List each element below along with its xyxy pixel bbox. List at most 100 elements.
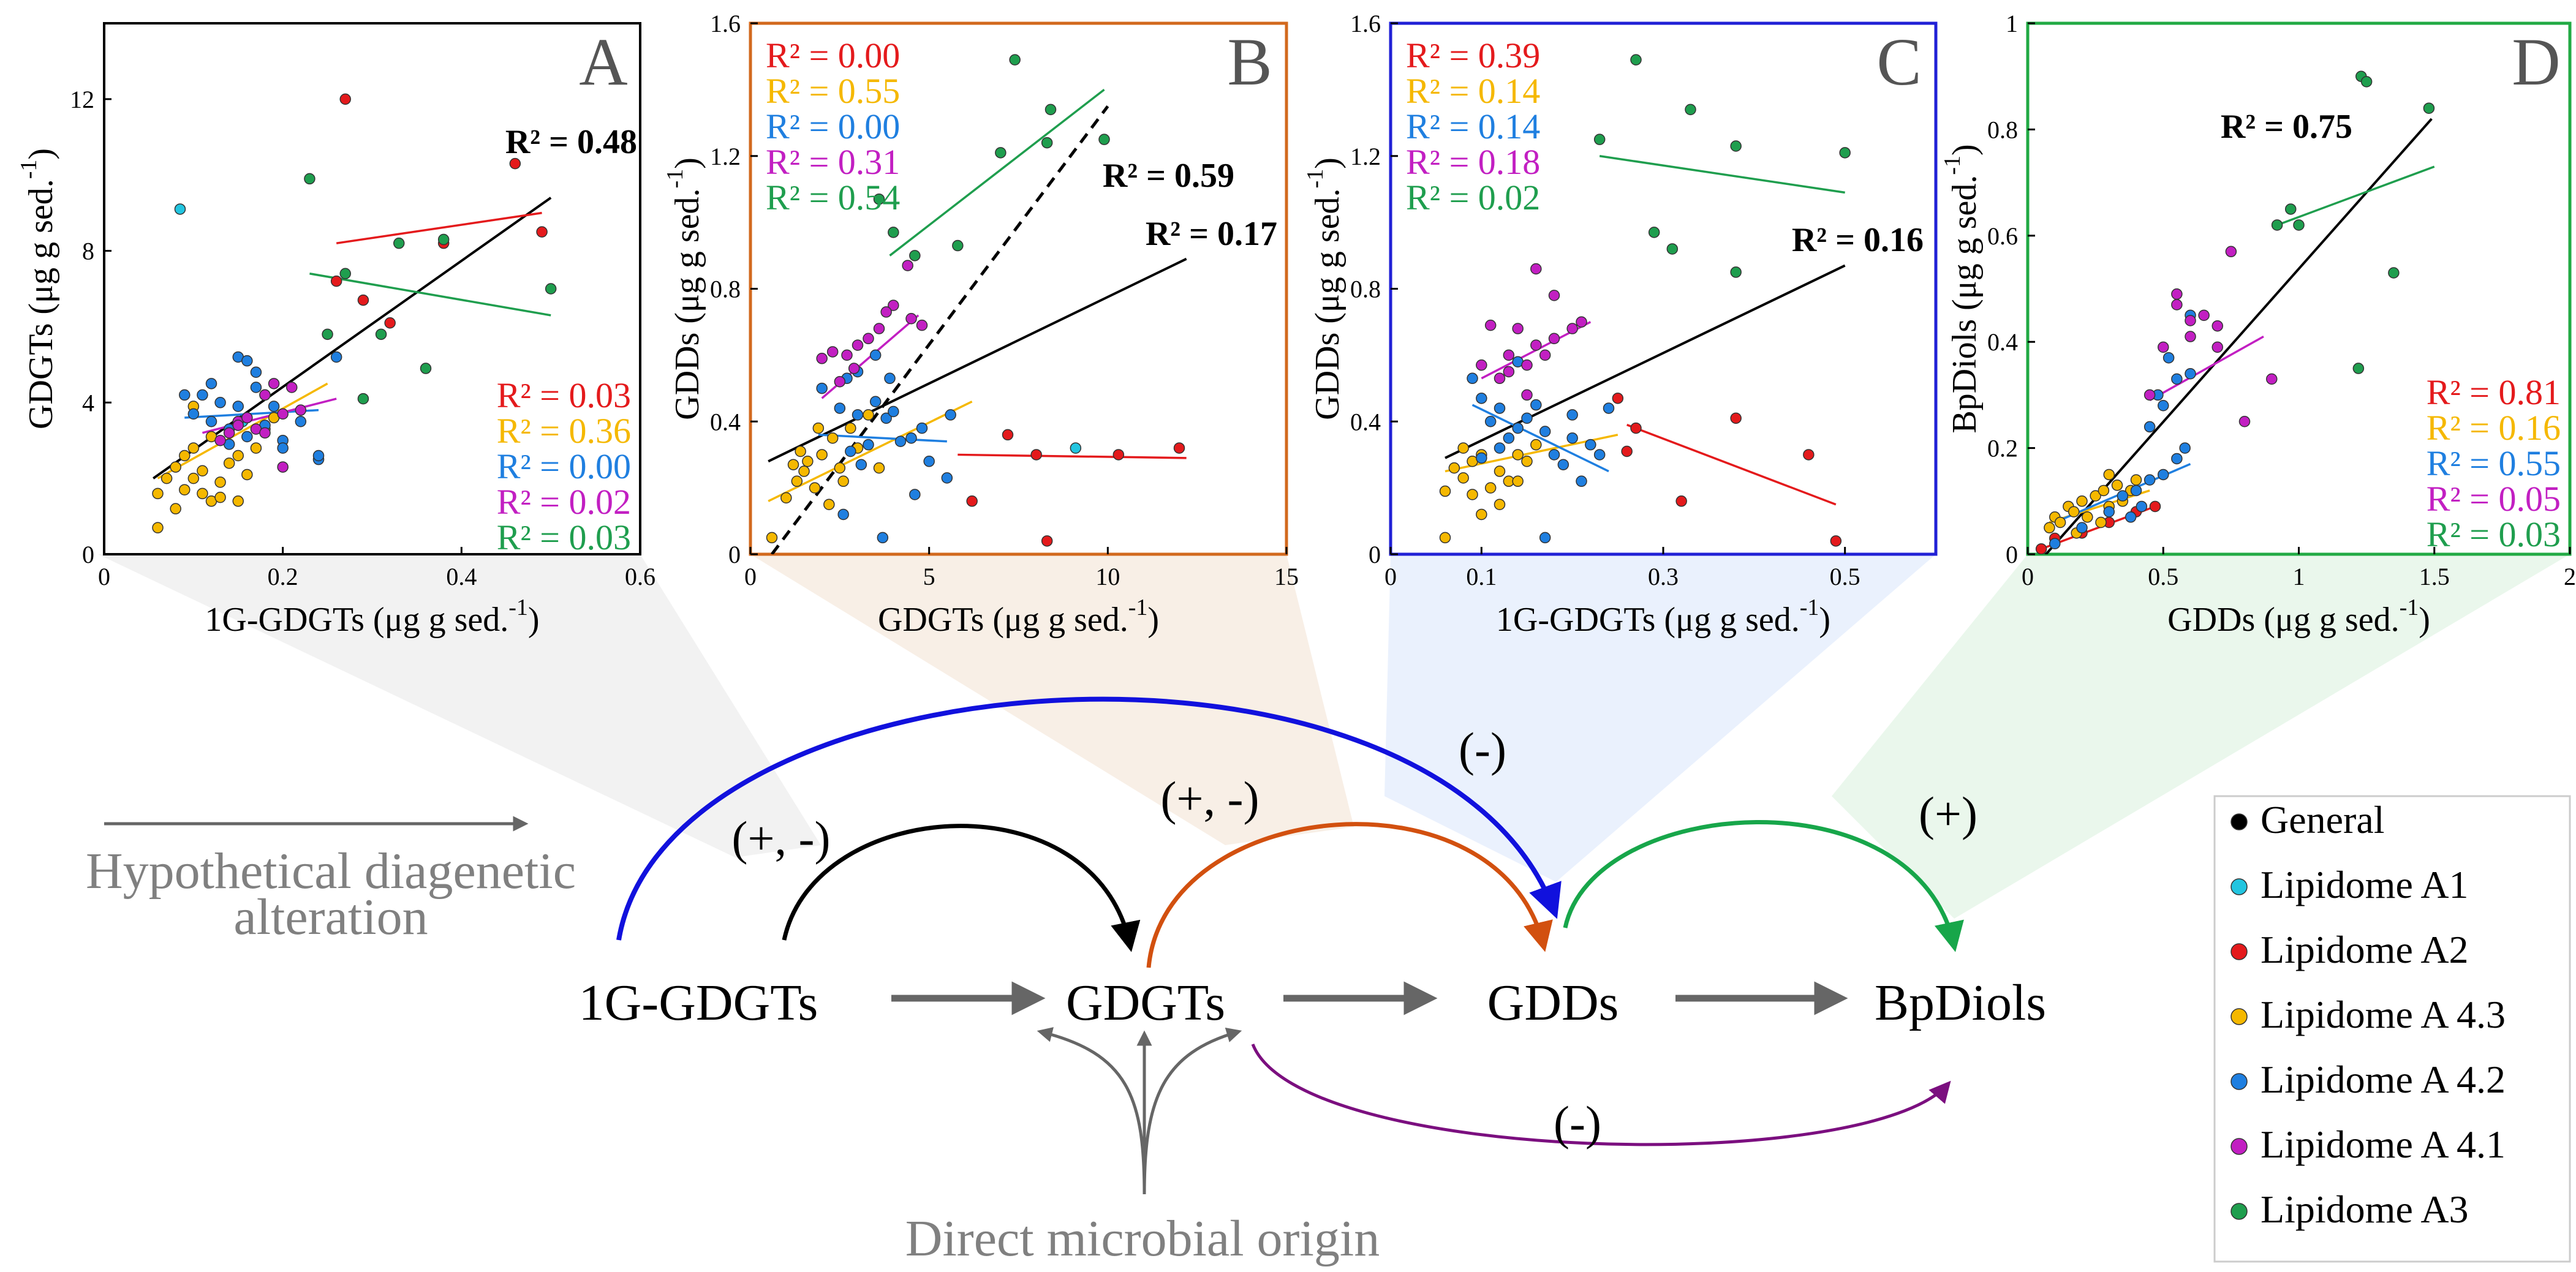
x-tick-label: 0.6 bbox=[625, 563, 655, 590]
data-point-A42 bbox=[863, 440, 874, 450]
data-point-A3 bbox=[1731, 267, 1741, 277]
x-axis-label: GDDs (μg g sed.-1) bbox=[2167, 595, 2430, 639]
data-point-A41 bbox=[1567, 323, 1577, 334]
x-axis-label-main: GDGTs (μg g sed. bbox=[878, 601, 1128, 639]
data-point-A3 bbox=[1099, 134, 1109, 145]
data-point-A43 bbox=[179, 484, 190, 495]
y-tick-label: 0.4 bbox=[710, 408, 741, 435]
data-point-A2 bbox=[1003, 429, 1013, 440]
data-point-A3 bbox=[376, 329, 387, 339]
data-point-A41 bbox=[242, 413, 252, 423]
data-point-A41 bbox=[1531, 263, 1541, 274]
data-point-A43 bbox=[2077, 496, 2087, 506]
y-axis-label: BpDiols (μg g sed.-1) bbox=[1940, 144, 1984, 433]
r2-A43: R² = 0.14 bbox=[1406, 71, 1540, 111]
arrow-microbial-right bbox=[1144, 1032, 1237, 1194]
y-axis-label-sup: -1 bbox=[16, 160, 42, 179]
data-point-A42 bbox=[2158, 401, 2169, 411]
data-point-A43 bbox=[224, 458, 235, 469]
data-point-A41 bbox=[1531, 340, 1541, 350]
data-point-A42 bbox=[2131, 485, 2142, 495]
data-point-A42 bbox=[834, 403, 845, 413]
data-point-A2 bbox=[1731, 413, 1741, 423]
y-tick-label: 1.6 bbox=[710, 10, 741, 37]
y-tick-label: 0.6 bbox=[1987, 222, 2018, 250]
data-point-A43 bbox=[799, 466, 809, 476]
r2-A41: R² = 0.02 bbox=[497, 482, 631, 522]
data-point-A41 bbox=[269, 378, 279, 389]
y-axis-label-close: ) bbox=[668, 157, 706, 169]
sign-orange: (+, -) bbox=[1161, 772, 1260, 825]
data-point-A42 bbox=[1486, 416, 1496, 427]
x-tick-label: 1 bbox=[2293, 563, 2305, 590]
data-point-A41 bbox=[1503, 350, 1514, 360]
data-point-A43 bbox=[2131, 475, 2142, 485]
data-point-A3 bbox=[1010, 55, 1020, 65]
data-point-A2 bbox=[1830, 536, 1841, 546]
data-point-A43 bbox=[2104, 469, 2114, 480]
data-point-A3 bbox=[2286, 204, 2296, 214]
x-tick-label: 0 bbox=[1384, 563, 1397, 590]
y-tick-label: 1.6 bbox=[1350, 10, 1381, 37]
r2-A2: R² = 0.03 bbox=[497, 375, 631, 415]
r2-A42: R² = 0.55 bbox=[2427, 443, 2561, 483]
r2-A41: R² = 0.31 bbox=[766, 142, 900, 182]
figure-root: 0 0.2 0.4 0.6 0 4 8 12 1G-GDGTs (μg g sed.-1) GDG… bbox=[0, 0, 2576, 1269]
data-point-A43 bbox=[1458, 443, 1468, 453]
data-point-A3 bbox=[1667, 244, 1677, 254]
data-point-A43 bbox=[788, 459, 799, 470]
data-point-A43 bbox=[1495, 466, 1505, 476]
data-point-A41 bbox=[917, 320, 927, 331]
data-point-A3 bbox=[1042, 138, 1052, 148]
data-point-A43 bbox=[170, 462, 181, 472]
data-point-A2 bbox=[340, 94, 350, 104]
x-tick-label: 0 bbox=[744, 563, 757, 590]
r2-A41: R² = 0.18 bbox=[1406, 142, 1540, 182]
y-tick-label: 0 bbox=[728, 541, 741, 568]
data-point-A41 bbox=[1522, 390, 1532, 400]
r2-A42: R² = 0.00 bbox=[497, 446, 631, 486]
chart-panel-c: 0 0.1 0.3 0.5 0 0.4 0.8 1.2 1.6 1G-GDGTs (μg g se… bbox=[1302, 10, 1936, 639]
data-point-A41 bbox=[853, 340, 863, 350]
legend-label-general: General bbox=[2261, 798, 2385, 841]
x-tick-label: 5 bbox=[923, 563, 935, 590]
data-point-A43 bbox=[188, 473, 198, 484]
legend-label-A43: Lipidome A 4.3 bbox=[2261, 993, 2506, 1036]
data-point-A42 bbox=[856, 459, 866, 470]
data-point-A41 bbox=[1513, 323, 1523, 334]
data-point-A43 bbox=[838, 476, 848, 486]
x-tick-label: 0.2 bbox=[268, 563, 298, 590]
data-point-A3 bbox=[394, 238, 404, 249]
x-tick-label: 0.3 bbox=[1648, 563, 1679, 590]
data-point-A3 bbox=[2353, 363, 2363, 374]
data-point-A3 bbox=[358, 394, 368, 404]
r2-A42: R² = 0.00 bbox=[766, 107, 900, 146]
chart-panel-d: 0 0.5 1 1.5 200.20.40.60.81GDDs (μg g sed.-1… bbox=[1940, 10, 2576, 639]
data-point-A43 bbox=[834, 463, 845, 473]
data-point-A43 bbox=[233, 450, 243, 461]
r2-A3: R² = 0.54 bbox=[766, 178, 900, 217]
data-point-A43 bbox=[2044, 522, 2055, 533]
sign-blue: (-) bbox=[1459, 723, 1506, 776]
data-point-A42 bbox=[896, 436, 906, 446]
data-point-A42 bbox=[838, 509, 848, 519]
data-point-A42 bbox=[945, 410, 956, 420]
legend-marker-A43 bbox=[2231, 1009, 2247, 1025]
data-point-A43 bbox=[197, 488, 208, 499]
data-point-A2 bbox=[331, 276, 342, 287]
data-point-A3 bbox=[322, 329, 333, 339]
legend-marker-A42 bbox=[2231, 1074, 2247, 1089]
data-point-A43 bbox=[251, 443, 261, 453]
data-point-A42 bbox=[2145, 475, 2155, 485]
x-axis-label: 1G-GDGTs (μg g sed.-1) bbox=[205, 595, 539, 639]
data-point-A3 bbox=[2294, 220, 2304, 230]
legend-marker-general bbox=[2231, 814, 2247, 830]
data-point-A2 bbox=[2150, 501, 2160, 511]
data-point-A43 bbox=[242, 469, 252, 480]
data-point-A42 bbox=[1476, 453, 1487, 463]
data-point-A3 bbox=[2389, 268, 2399, 278]
data-point-A42 bbox=[242, 356, 252, 366]
data-point-A41 bbox=[278, 462, 288, 472]
data-point-A42 bbox=[251, 367, 261, 377]
